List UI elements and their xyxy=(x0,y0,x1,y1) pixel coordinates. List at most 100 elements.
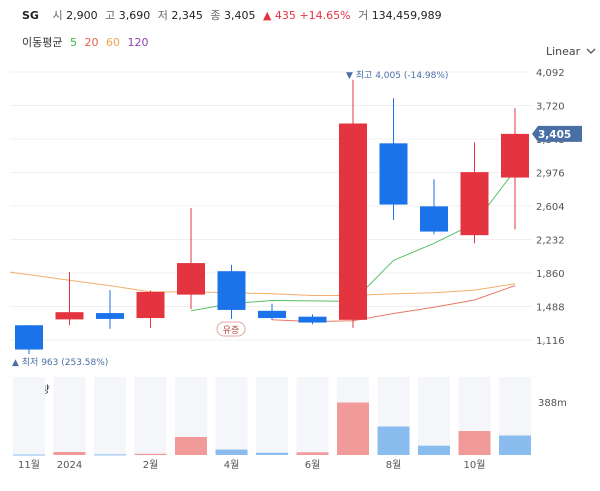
x-tick-label: 8월 xyxy=(386,459,402,471)
y-tick-label: 2,604 xyxy=(536,202,565,213)
low-annotation: ▲ 최저 963 (253.58%) xyxy=(12,357,108,368)
x-tick-label: 11월 xyxy=(18,459,40,471)
candle xyxy=(339,79,367,328)
volume-bar-background xyxy=(134,377,167,455)
volume-panel-label: 거래량 xyxy=(22,384,50,396)
candle-body xyxy=(15,325,43,350)
y-tick-label: 2,232 xyxy=(536,236,565,247)
y-axis: 4,092 3,720 3,348 2,976 2,604 2,232 1,860 1,488… xyxy=(536,68,565,347)
volume-bar xyxy=(175,437,207,455)
candles xyxy=(15,79,529,355)
volume-bar-background xyxy=(418,377,450,455)
candle-body xyxy=(460,172,489,236)
moving-average-lines xyxy=(9,169,516,323)
volume-value: 134,459,989 xyxy=(371,9,442,22)
x-tick-label: 6월 xyxy=(305,459,321,471)
candle-body xyxy=(339,123,367,320)
volume-bars: 거래량 388m xyxy=(13,377,567,456)
stock-symbol: SG xyxy=(22,9,39,22)
ma-20-label: 20 xyxy=(84,36,99,49)
scale-toggle[interactable]: Linear xyxy=(546,45,596,58)
x-tick-label: 4월 xyxy=(224,459,240,471)
candle xyxy=(501,108,529,230)
ma-120-label: 120 xyxy=(127,36,149,49)
volume-bar xyxy=(418,445,450,455)
volume-bar xyxy=(337,402,369,455)
candle xyxy=(15,325,43,355)
ma20-line xyxy=(271,285,516,323)
candle-body xyxy=(258,310,286,319)
volume-bar xyxy=(256,452,288,455)
volume-bar xyxy=(134,453,167,455)
candle-body xyxy=(379,143,408,205)
candle-body xyxy=(217,271,246,310)
x-axis: 11월 2024 2월 4월 6월 8월 10월 xyxy=(18,459,485,471)
open-value: 2,900 xyxy=(66,9,98,22)
y-tick-label: 1,116 xyxy=(536,336,565,347)
low-value: 2,345 xyxy=(171,9,203,22)
scale-label: Linear xyxy=(546,45,581,58)
candle-body xyxy=(96,313,124,319)
candle xyxy=(136,290,165,328)
candle-body xyxy=(55,312,84,320)
x-tick-label: 2024 xyxy=(57,460,82,471)
volume-bar-background xyxy=(13,377,45,455)
moving-average-legend[interactable]: 이동평균 5 20 60 120 xyxy=(22,34,152,50)
candle xyxy=(298,314,327,325)
volume-bar xyxy=(53,452,86,455)
volume-bar-background xyxy=(458,377,491,455)
y-tick-label: 1,488 xyxy=(536,303,565,314)
volume-bar xyxy=(296,452,329,455)
candle xyxy=(177,208,205,310)
y-tick-label: 3,348 xyxy=(536,135,565,146)
volume-bar xyxy=(215,449,248,455)
current-price-label: 3,405 xyxy=(538,129,571,141)
volume-bar xyxy=(377,426,410,455)
volume-bar-background xyxy=(215,377,248,455)
candle-body xyxy=(298,316,327,323)
ma5-line xyxy=(190,169,516,312)
moving-average-label: 이동평균 xyxy=(22,36,63,49)
ma-60-label: 60 xyxy=(105,36,120,49)
volume-bar-background xyxy=(337,377,369,455)
volume-bar-background xyxy=(53,377,86,455)
candle-body xyxy=(136,291,165,319)
candle xyxy=(460,142,489,244)
high-value: 3,690 xyxy=(118,9,151,22)
volume-bar-background xyxy=(296,377,329,455)
event-annotation: 유증 xyxy=(223,325,240,336)
x-tick-label: 10월 xyxy=(464,459,486,471)
candle-body xyxy=(501,133,529,178)
close-label: 종 xyxy=(210,9,221,22)
volume-bar xyxy=(94,454,126,456)
candle xyxy=(420,179,448,235)
volume-scale-label: 388m xyxy=(538,398,567,409)
volume-bar-background xyxy=(499,377,531,455)
ma-5-label: 5 xyxy=(69,36,77,49)
price-summary-header: SG 시 2,900 고 3,690 저 2,345 종 3,405 ▲ 435… xyxy=(22,7,442,23)
annotations: 3,405 ▼ 최고 4,005 (-14.98%) ▲ 최저 963 (253.5… xyxy=(12,70,582,368)
y-tick-label: 1,860 xyxy=(536,269,565,280)
volume-label: 거 xyxy=(358,9,369,22)
high-label: 고 xyxy=(105,9,116,22)
close-value: 3,405 xyxy=(223,9,256,22)
volume-bar-background xyxy=(256,377,288,455)
event-badge xyxy=(216,321,246,337)
volume-bar-background xyxy=(94,377,126,455)
y-tick-label: 2,976 xyxy=(536,169,565,180)
volume-bar xyxy=(499,435,531,455)
volume-bar xyxy=(13,454,45,456)
high-annotation: ▼ 최고 4,005 (-14.98%) xyxy=(346,70,448,81)
volume-bar-background xyxy=(175,377,207,455)
chevron-down-icon xyxy=(586,48,596,54)
x-tick-label: 2월 xyxy=(143,459,159,471)
candle xyxy=(96,290,124,329)
current-price-tag xyxy=(532,125,582,142)
ma60-line xyxy=(9,271,516,296)
candle xyxy=(379,98,408,220)
candle-body xyxy=(420,206,448,232)
low-label: 저 xyxy=(157,9,168,22)
grid-lines xyxy=(10,71,532,341)
candle xyxy=(258,303,286,320)
